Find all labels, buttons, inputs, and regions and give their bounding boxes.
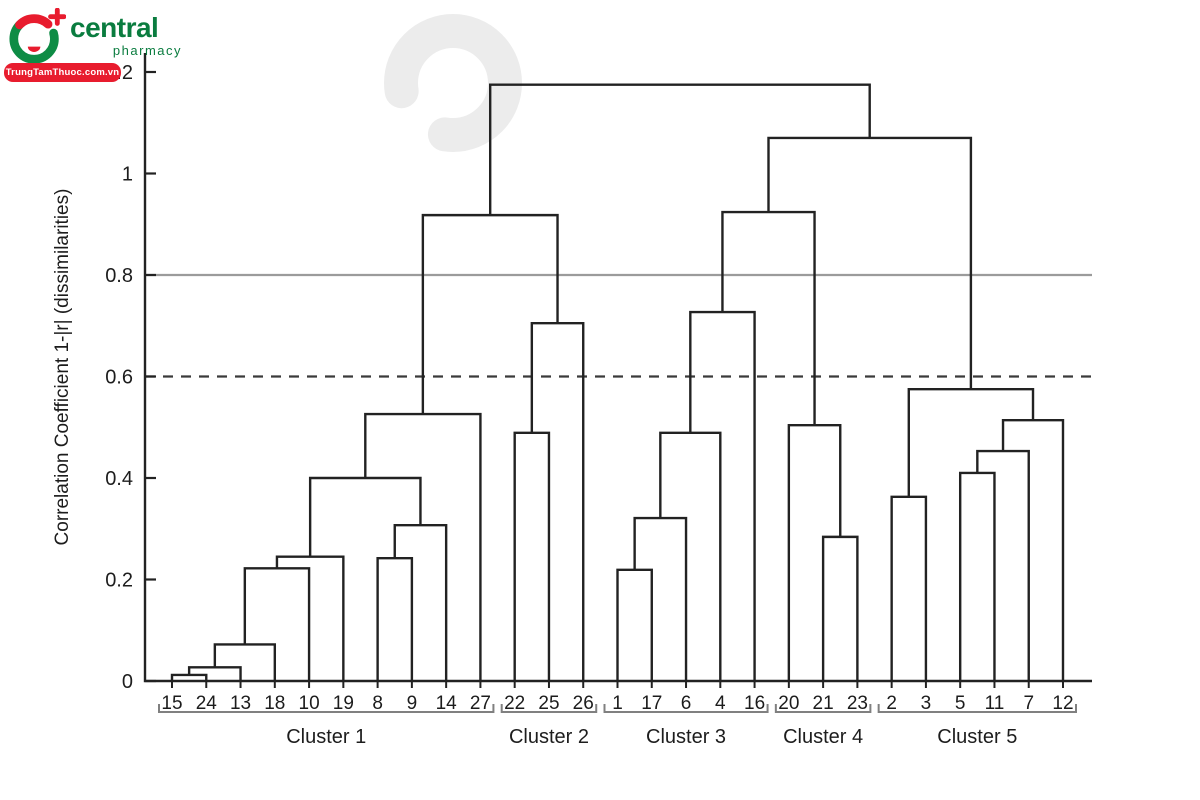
leaf-label: 15 [161,693,182,714]
leaf-label: 10 [299,693,320,714]
cluster-label: Cluster 1 [286,726,366,748]
leaf-label: 7 [1023,693,1034,714]
leaf-label: 8 [372,693,383,714]
leaf-label: 4 [715,693,726,714]
cluster-bracket [500,704,598,713]
leaf-label: 24 [196,693,218,714]
dendrogram-link [376,556,414,681]
leaf-label: 21 [813,693,834,714]
cluster-bracket [877,704,1077,713]
leaf-label: 12 [1052,693,1073,714]
pharmacy-logo: central pharmacy TrungTamThuoc.com.vn [5,6,198,86]
y-tick-label: 0.6 [105,367,133,389]
leaf-label: 23 [847,693,868,714]
y-tick-label: 1 [122,164,133,186]
cluster-bracket [158,704,495,713]
leaf-label: 16 [744,693,765,714]
dendrogram-link [821,535,859,681]
dendrogram-link [243,567,311,681]
dendrogram-link [364,412,482,681]
dendrogram-link [213,643,277,681]
leaf-label: 11 [985,693,1005,714]
leaf-label: 25 [538,693,559,714]
dendrogram-link [421,213,559,415]
dendrogram-link [958,471,996,681]
dendrogram-link [890,495,928,681]
dendrogram-link [976,449,1030,681]
logo-banner: TrungTamThuoc.com.vn [5,64,120,81]
y-tick-label: 0.2 [105,570,133,592]
y-axis-title: Correlation Coefficient 1-|r| (dissimila… [52,189,73,546]
leaf-label: 9 [407,693,418,714]
dendrogram-link [1001,418,1065,681]
dendrogram-link [513,431,551,681]
leaf-label: 13 [230,693,251,714]
dendrogram-link [689,310,756,681]
y-tick-label: 0.4 [105,468,133,490]
dendrogram-link [308,476,422,557]
dendrogram-link [633,516,688,681]
cluster-bracket [603,704,769,713]
cluster-label: Cluster 2 [509,726,589,748]
leaf-label: 1 [612,693,623,714]
y-tick-label: 0.8 [105,265,133,287]
dendrogram-link [393,523,448,681]
cluster-label: Cluster 5 [937,726,1017,748]
leaf-label: 3 [921,693,932,714]
dendrogram-link [488,83,871,216]
leaf-label: 5 [955,693,966,714]
pharmacy-logo-icon [9,8,66,64]
dendrogram-link [659,431,722,681]
cluster-label: Cluster 3 [646,726,726,748]
dendrogram-link [907,387,1035,497]
cluster-bracket [774,704,872,713]
leaf-label: 14 [436,693,458,714]
leaf-label: 17 [641,693,662,714]
leaf-label: 2 [886,693,897,714]
dendrogram-link [616,568,653,681]
leaf-label: 27 [470,693,491,714]
dendrogram-link [787,424,842,681]
logo-brand: central [70,12,159,43]
cluster-label: Cluster 4 [783,726,863,748]
dendrogram-link [530,322,585,681]
logo-tagline: pharmacy [112,43,182,58]
leaf-label: 19 [333,693,354,714]
leaf-label: 26 [573,693,594,714]
dendrogram-link [767,136,973,390]
logo-text: central pharmacy [70,12,182,59]
dendrogram-link [721,210,816,426]
leaf-label: 6 [681,693,692,714]
watermark-ring [384,14,522,152]
y-tick-label: 0 [122,671,133,693]
leaf-label: 22 [504,693,525,714]
leaf-label: 20 [778,693,799,714]
leaf-label: 18 [264,693,285,714]
